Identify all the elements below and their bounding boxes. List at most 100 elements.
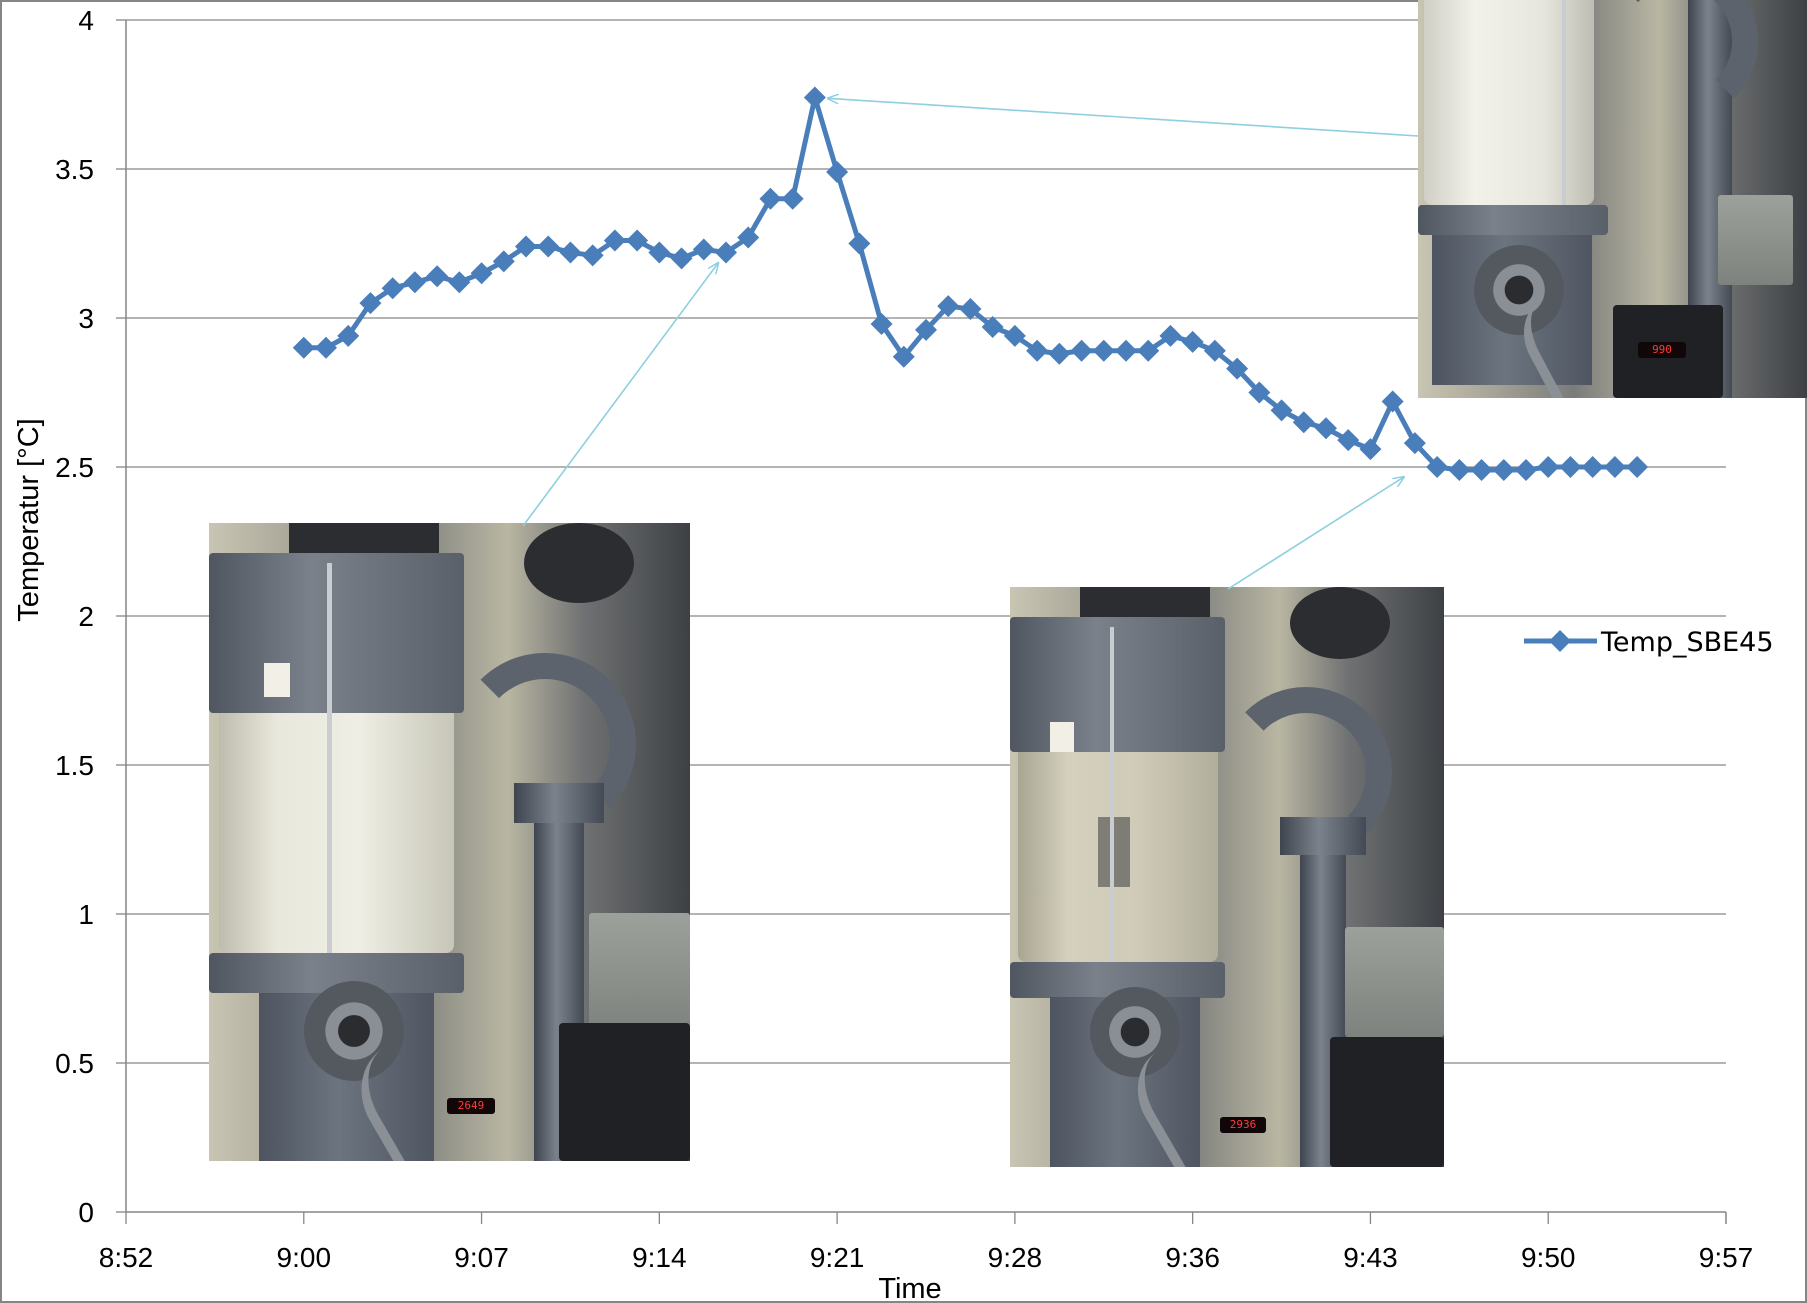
x-tick-label: 9:50 [1521, 1242, 1576, 1273]
photo-inset-top-right: 990 [1418, 0, 1807, 398]
data-point-marker [848, 232, 871, 255]
x-tick-label: 9:00 [277, 1242, 332, 1273]
data-point-marker [1292, 411, 1315, 434]
data-point-marker [892, 345, 915, 368]
y-tick-label: 0.5 [55, 1048, 94, 1079]
x-tick-label: 9:14 [632, 1242, 687, 1273]
data-point-marker [1603, 456, 1626, 478]
legend-series-label: Temp_SBE45 [1600, 627, 1774, 658]
y-tick-label: 1 [78, 899, 94, 930]
data-point-marker [1448, 458, 1471, 481]
photo-sensor-flange [304, 981, 404, 1081]
data-point-marker [515, 235, 537, 258]
data-point-marker [337, 324, 360, 347]
data-point-marker [737, 226, 760, 249]
photo-cylinder-lid [209, 553, 464, 713]
data-point-marker [1270, 399, 1293, 422]
y-tick-label: 2 [78, 601, 94, 632]
data-point-marker [1181, 330, 1204, 353]
data-point-marker [937, 295, 960, 318]
data-point-marker [403, 271, 426, 294]
photo-cylinder-lid [1010, 617, 1225, 752]
data-point-marker [1470, 458, 1493, 481]
x-tick-label: 9:43 [1343, 1242, 1398, 1273]
photo-cylinder-turbid [1424, 0, 1594, 205]
photo-top-fitting [289, 523, 439, 553]
data-point-marker [1226, 357, 1249, 380]
photo-lid-label [1050, 722, 1074, 752]
data-point-marker [1159, 324, 1182, 347]
legend-marker-swatch [1549, 630, 1571, 652]
data-point-marker [1337, 429, 1360, 452]
data-point-marker [870, 312, 893, 335]
photo-pipe-joint [1280, 817, 1366, 855]
data-point-marker [1248, 381, 1271, 404]
y-axis-title: Temperatur [°C] [13, 418, 45, 621]
data-point-marker [1092, 339, 1115, 362]
data-point-marker [1359, 438, 1382, 461]
data-point-marker [537, 235, 560, 258]
data-point-marker [470, 262, 493, 285]
data-point-marker [448, 271, 471, 294]
axes [125, 20, 1727, 1224]
data-point-marker [1426, 456, 1449, 478]
x-axis-title: Time [878, 1273, 941, 1303]
x-tick-label: 8:52 [99, 1242, 154, 1273]
data-point-marker [315, 336, 337, 359]
data-point-marker [1403, 432, 1426, 455]
data-point-marker [981, 315, 1004, 338]
data-point-marker [915, 318, 937, 341]
data-point-marker [1537, 456, 1560, 478]
data-point-marker [1070, 339, 1093, 362]
data-point-marker [1026, 339, 1049, 362]
photo-valve-actuator [589, 913, 690, 1033]
photo-oxygen-display: 2936 [1220, 1117, 1266, 1133]
photo-lid-label [264, 663, 290, 697]
photo-cylinder-ring [1418, 205, 1608, 235]
data-point-marker [803, 86, 826, 109]
photo-sensor-flange [1474, 245, 1564, 335]
photo-black-unit [559, 1023, 690, 1161]
photo-rod [327, 563, 332, 953]
data-point-marker [1048, 342, 1071, 365]
photo-rod [1562, 0, 1566, 205]
photo-black-unit [1330, 1037, 1444, 1167]
legend: Temp_SBE45 [1524, 627, 1774, 658]
photo-inner-sensor [1098, 817, 1130, 887]
photo-fan-housing [1290, 587, 1390, 659]
data-point-marker [559, 241, 582, 264]
data-point-marker [759, 187, 782, 210]
photo-cylinder-turbid [219, 713, 454, 953]
data-point-marker [1626, 456, 1649, 478]
data-point-marker [1003, 324, 1026, 347]
data-point-marker [1115, 339, 1137, 362]
data-point-marker [826, 160, 849, 183]
data-point-marker [1315, 417, 1337, 440]
x-tick-label: 9:57 [1699, 1242, 1754, 1273]
photo-oxygen-display: 2649 [447, 1098, 495, 1114]
x-tick-label: 9:21 [810, 1242, 865, 1273]
data-point-marker [426, 265, 449, 288]
data-point-marker [959, 298, 982, 321]
data-point-marker [492, 250, 515, 273]
data-point-marker [648, 241, 671, 264]
y-tick-label: 2.5 [55, 452, 94, 483]
y-tick-label: 4 [78, 5, 94, 36]
photo-fan-housing [524, 523, 634, 603]
data-point-marker [1203, 339, 1226, 362]
y-tick-label: 3.5 [55, 154, 94, 185]
data-point-marker [781, 187, 804, 210]
photo-sensor-flange [1090, 987, 1180, 1077]
photo-inset-left: 2649 [209, 523, 690, 1161]
data-point-marker [1492, 458, 1515, 481]
data-point-marker [1381, 390, 1404, 413]
y-tick-label: 1.5 [55, 750, 94, 781]
data-point-marker [1137, 339, 1160, 362]
y-tick-label: 3 [78, 303, 94, 334]
data-point-marker [692, 238, 715, 261]
photo-inset-right: 2936 [1010, 587, 1444, 1167]
photo-pipe-joint [514, 783, 604, 823]
data-point-marker [581, 244, 604, 267]
photo-rod [1110, 627, 1114, 962]
